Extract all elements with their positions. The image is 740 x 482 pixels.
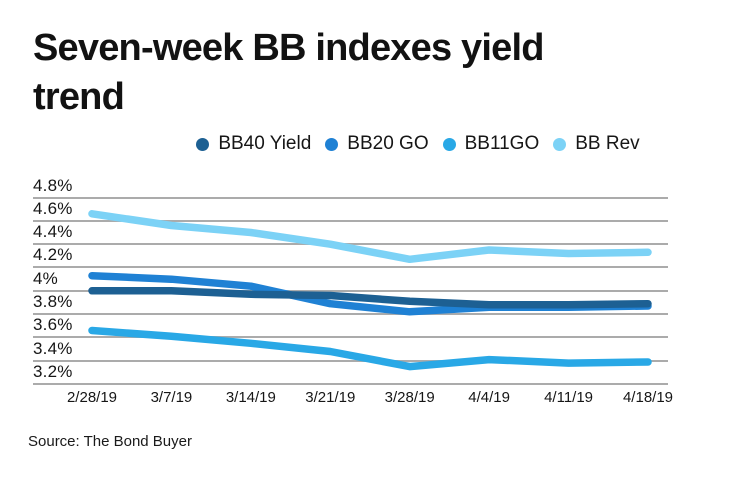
gridline <box>33 359 668 362</box>
legend-label: BB Rev <box>575 133 640 154</box>
y-tick-label: 3.6% <box>33 315 73 335</box>
y-tick-label: 3.8% <box>33 292 73 312</box>
y-tick-label: 3.2% <box>33 362 73 382</box>
x-tick-label: 2/28/19 <box>66 389 118 406</box>
legend-item-bb11go: BB11GO <box>442 133 540 155</box>
gridline <box>33 313 668 316</box>
legend-label: BB11GO <box>464 133 540 154</box>
series-line-bb11go <box>88 326 652 371</box>
chart-title: Seven-week BB indexes yield trend <box>33 27 544 118</box>
legend-dot-icon <box>196 137 210 151</box>
gridline <box>33 219 668 222</box>
legend-item-bb20-go: BB20 GO <box>325 133 429 155</box>
x-tick-label: 3/7/19 <box>150 389 193 406</box>
x-tick-label: 4/18/19 <box>622 389 674 406</box>
legend-dot-icon <box>442 137 456 151</box>
series-line-bb-rev <box>88 210 652 264</box>
legend-dot-icon <box>325 137 339 151</box>
legend-label: BB40 Yield <box>218 133 312 154</box>
series-line-bb40-yield <box>88 287 652 309</box>
gridline <box>33 289 668 292</box>
legend-dot-icon <box>553 137 567 151</box>
y-tick-label: 3.4% <box>33 338 73 358</box>
y-tick-label: 4.2% <box>33 245 73 265</box>
gridline <box>33 243 668 246</box>
x-tick-label: 3/14/19 <box>225 389 276 406</box>
y-tick-label: 4.4% <box>33 222 73 242</box>
legend-item-bb40-yield: BB40 Yield <box>196 133 311 155</box>
gridline <box>33 196 668 199</box>
y-tick-label: 4.6% <box>33 198 73 218</box>
x-tick-label: 4/11/19 <box>544 389 594 406</box>
gridline <box>33 383 668 386</box>
gridline <box>33 266 668 269</box>
source-note: Source: The Bond Buyer <box>28 433 192 450</box>
x-tick-label: 3/21/19 <box>305 389 356 406</box>
y-tick-label: 4% <box>33 268 58 288</box>
x-tick-label: 3/28/19 <box>384 389 435 406</box>
x-tick-label: 4/4/19 <box>468 389 510 406</box>
y-tick-label: 4.8% <box>33 175 73 195</box>
legend-label: BB20 GO <box>347 133 429 154</box>
gridline <box>33 336 668 339</box>
chart-legend: BB40 Yield BB20 GO BB11GO BB Rev <box>0 133 740 155</box>
legend-item-bb-rev: BB Rev <box>553 133 640 155</box>
